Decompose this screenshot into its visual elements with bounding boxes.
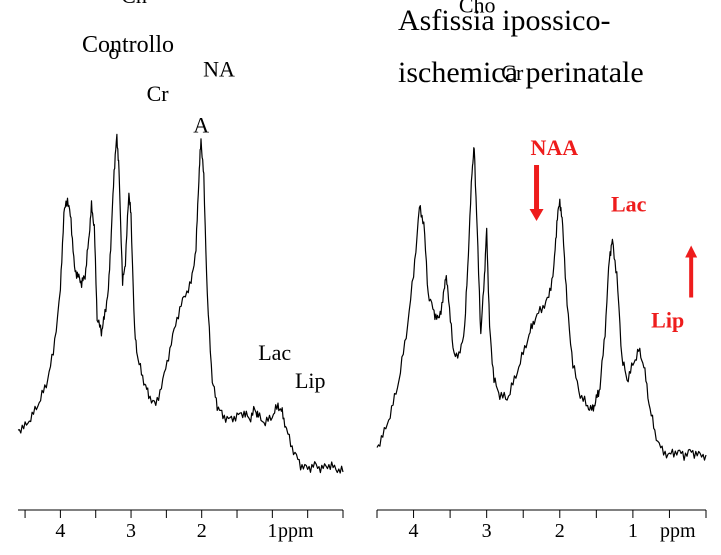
peak-label-a: A (193, 113, 209, 138)
peak-label-lip: Lip (651, 308, 684, 333)
x-tick-label: 2 (555, 520, 565, 542)
down-arrow-head (529, 209, 544, 221)
x-tick-label: 3 (126, 520, 136, 542)
spectrum-line (376, 147, 707, 461)
x-tick-label: 4 (409, 520, 419, 542)
x-tick-label: 3 (482, 520, 492, 542)
x-axis-label: ppm (660, 520, 696, 542)
x-tick-label: 2 (197, 520, 207, 542)
peak-label-naa: NAA (531, 135, 579, 160)
peak-label-cr: Cr (501, 60, 524, 85)
peak-label-lac: Lac (611, 191, 647, 216)
peak-label-o: o (108, 39, 119, 64)
peak-label-lip: Lip (295, 368, 326, 393)
peak-label-lac: Lac (258, 340, 291, 365)
x-tick-label: 1 (628, 520, 638, 542)
spectrum-line (17, 133, 344, 474)
peak-label-cho: Cho (459, 0, 496, 18)
peak-label-na: NA (203, 57, 235, 82)
x-tick-label: 1 (267, 520, 277, 542)
spectrum-panel-2: Asfissia ipossico-ischemica perinatale 4 3… (376, 0, 707, 542)
peak-label-ch: Ch (121, 0, 147, 8)
panel-title-line-2: ischemica perinatale (398, 56, 644, 89)
x-tick-label: 4 (55, 520, 65, 542)
x-axis-label: ppm (278, 520, 314, 542)
panel-title-line-1: Asfissia ipossico- (398, 4, 611, 37)
peak-label-cr: Cr (147, 81, 170, 106)
panel-title: Controllo (82, 32, 174, 58)
up-arrow-head (685, 245, 698, 258)
